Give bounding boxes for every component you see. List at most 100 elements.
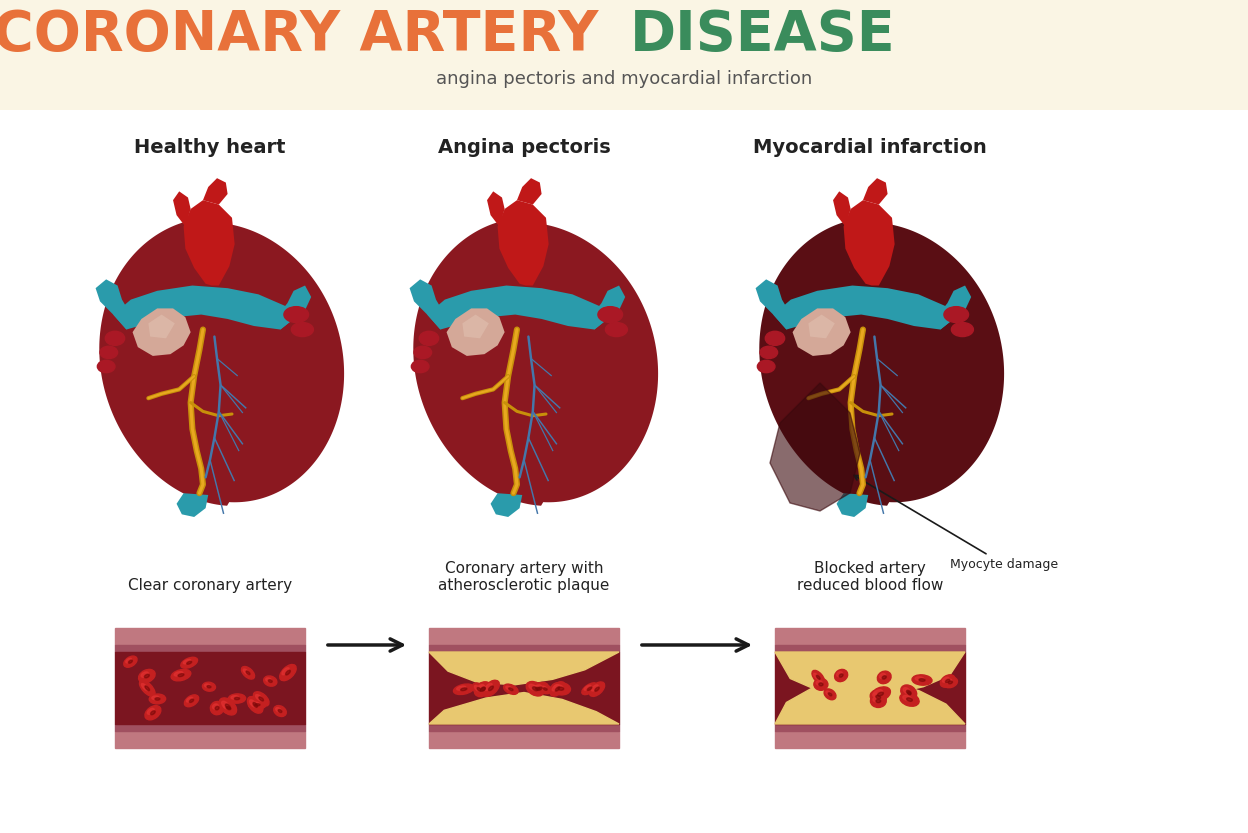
Ellipse shape xyxy=(951,322,973,337)
Ellipse shape xyxy=(175,671,183,676)
Ellipse shape xyxy=(816,676,820,680)
Ellipse shape xyxy=(915,676,924,681)
Ellipse shape xyxy=(220,698,237,715)
Ellipse shape xyxy=(268,680,272,682)
Ellipse shape xyxy=(140,681,155,696)
Polygon shape xyxy=(862,178,887,205)
Ellipse shape xyxy=(139,670,155,683)
Ellipse shape xyxy=(171,670,191,681)
Ellipse shape xyxy=(253,691,270,706)
Ellipse shape xyxy=(819,683,822,686)
Ellipse shape xyxy=(207,686,211,688)
Ellipse shape xyxy=(183,660,191,664)
Ellipse shape xyxy=(145,674,150,678)
Ellipse shape xyxy=(527,681,544,696)
Ellipse shape xyxy=(758,361,775,372)
Polygon shape xyxy=(132,308,191,356)
Ellipse shape xyxy=(145,706,161,720)
Ellipse shape xyxy=(152,696,160,700)
Ellipse shape xyxy=(212,704,218,709)
Ellipse shape xyxy=(595,687,599,691)
Ellipse shape xyxy=(246,671,250,675)
Ellipse shape xyxy=(760,347,778,358)
Ellipse shape xyxy=(124,656,137,667)
Ellipse shape xyxy=(554,685,563,690)
Ellipse shape xyxy=(276,707,281,712)
Ellipse shape xyxy=(412,361,429,372)
Ellipse shape xyxy=(814,678,827,691)
Ellipse shape xyxy=(231,696,238,699)
Polygon shape xyxy=(834,192,851,227)
Ellipse shape xyxy=(202,682,216,691)
Ellipse shape xyxy=(872,697,880,702)
Ellipse shape xyxy=(829,693,831,696)
Ellipse shape xyxy=(485,683,492,691)
Bar xyxy=(775,652,965,724)
Polygon shape xyxy=(755,279,791,330)
Polygon shape xyxy=(409,279,444,330)
Ellipse shape xyxy=(187,661,192,664)
Ellipse shape xyxy=(151,711,155,715)
Ellipse shape xyxy=(211,701,223,715)
Ellipse shape xyxy=(901,685,917,700)
Ellipse shape xyxy=(419,332,438,346)
Polygon shape xyxy=(183,289,256,310)
Text: Coronary artery with
atherosclerotic plaque: Coronary artery with atherosclerotic pla… xyxy=(438,561,610,593)
Ellipse shape xyxy=(906,691,911,694)
Text: Myocardial infarction: Myocardial infarction xyxy=(753,138,987,157)
Ellipse shape xyxy=(181,657,197,668)
Polygon shape xyxy=(183,200,235,286)
Ellipse shape xyxy=(488,686,493,691)
Polygon shape xyxy=(96,279,131,330)
Bar xyxy=(115,628,305,645)
Ellipse shape xyxy=(946,679,950,683)
Ellipse shape xyxy=(537,687,542,691)
Bar xyxy=(429,645,619,652)
Ellipse shape xyxy=(255,704,260,706)
Ellipse shape xyxy=(228,694,246,703)
Polygon shape xyxy=(844,200,895,286)
Polygon shape xyxy=(173,192,191,227)
Ellipse shape xyxy=(872,693,880,698)
Bar xyxy=(115,724,305,731)
Ellipse shape xyxy=(147,708,155,715)
Ellipse shape xyxy=(904,688,910,694)
Ellipse shape xyxy=(509,688,513,691)
Polygon shape xyxy=(447,308,504,356)
Ellipse shape xyxy=(226,706,231,710)
Ellipse shape xyxy=(251,702,260,706)
Bar xyxy=(115,645,305,652)
Bar xyxy=(115,652,305,724)
Ellipse shape xyxy=(870,691,886,704)
Ellipse shape xyxy=(871,687,890,701)
Polygon shape xyxy=(114,286,293,330)
Ellipse shape xyxy=(543,688,547,691)
Text: DISEASE: DISEASE xyxy=(630,8,896,62)
Polygon shape xyxy=(792,308,851,356)
Bar xyxy=(775,731,965,748)
Text: Healthy heart: Healthy heart xyxy=(135,138,286,157)
Ellipse shape xyxy=(129,660,132,663)
Ellipse shape xyxy=(943,677,957,688)
Polygon shape xyxy=(774,286,953,330)
Ellipse shape xyxy=(552,685,559,691)
Bar xyxy=(429,652,619,724)
Text: Clear coronary artery: Clear coronary artery xyxy=(129,578,292,593)
Ellipse shape xyxy=(263,676,277,686)
Ellipse shape xyxy=(178,674,183,676)
Ellipse shape xyxy=(589,682,604,696)
Ellipse shape xyxy=(215,706,220,710)
Ellipse shape xyxy=(836,671,842,676)
Ellipse shape xyxy=(882,676,886,679)
Polygon shape xyxy=(149,315,175,338)
Ellipse shape xyxy=(552,682,570,695)
Ellipse shape xyxy=(266,678,272,682)
Ellipse shape xyxy=(482,687,485,691)
Polygon shape xyxy=(770,383,860,511)
Bar xyxy=(429,628,619,645)
Ellipse shape xyxy=(453,684,474,695)
Ellipse shape xyxy=(235,697,240,700)
Polygon shape xyxy=(276,286,311,330)
Ellipse shape xyxy=(253,702,257,707)
Polygon shape xyxy=(463,315,489,338)
